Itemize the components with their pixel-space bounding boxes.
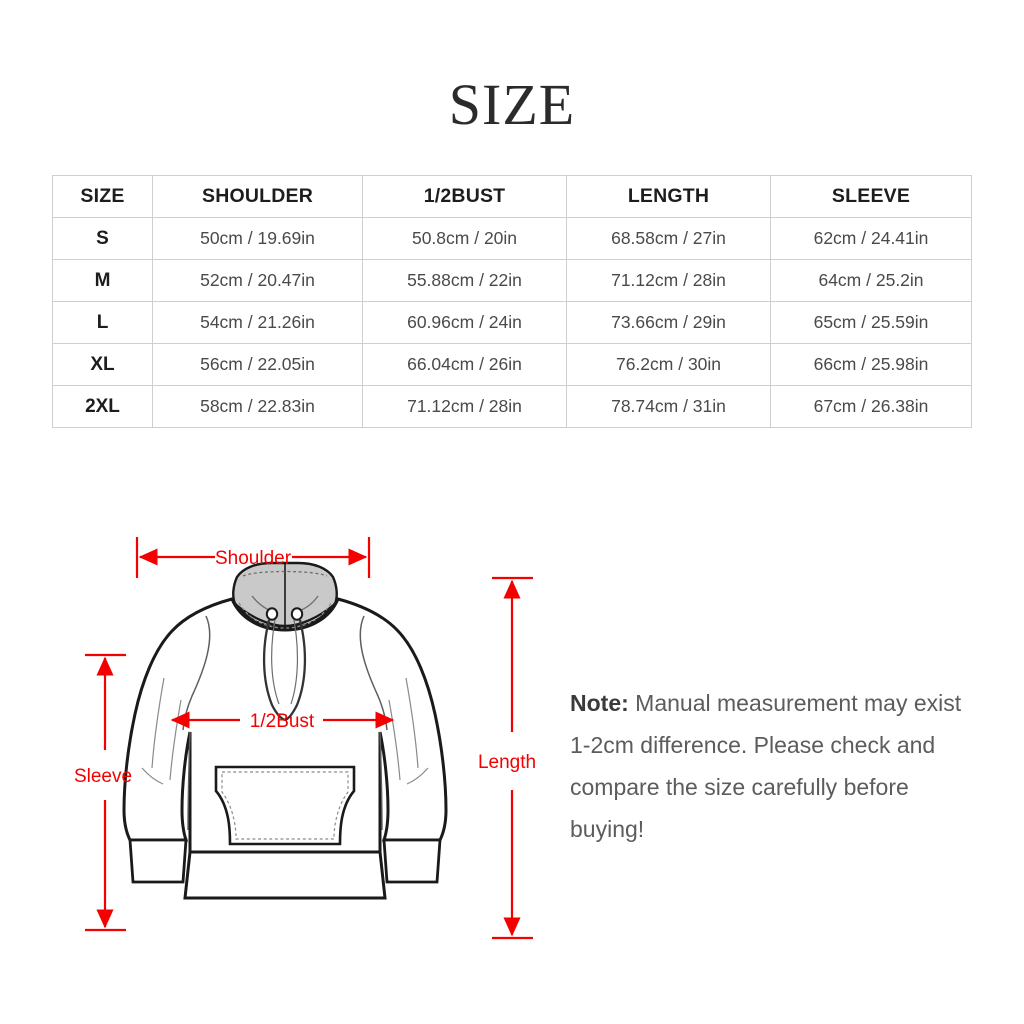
measure-length: Length bbox=[478, 576, 536, 940]
sleeve-fold-right-3 bbox=[406, 767, 429, 785]
cell-length: 71.12cm / 28in bbox=[566, 259, 771, 302]
sleeve-fold-left-2 bbox=[169, 699, 182, 781]
sleeve-fold-left-1 bbox=[151, 677, 165, 769]
size-chart-table: SIZE SHOULDER 1/2BUST LENGTH SLEEVE S 50… bbox=[52, 175, 972, 428]
table-row: XL 56cm / 22.05in 66.04cm / 26in 76.2cm … bbox=[52, 343, 972, 386]
shoulder-label: Shoulder bbox=[215, 548, 292, 569]
cell-bust: 66.04cm / 26in bbox=[362, 343, 567, 386]
column-header-length: LENGTH bbox=[566, 175, 771, 218]
column-header-bust: 1/2BUST bbox=[362, 175, 567, 218]
drawstring-left-inner bbox=[271, 619, 280, 705]
note-block: Note: Manual measurement may exist 1-2cm… bbox=[570, 682, 970, 850]
cell-shoulder: 56cm / 22.05in bbox=[152, 343, 363, 386]
cell-sleeve: 66cm / 25.98in bbox=[770, 343, 972, 386]
cell-size: M bbox=[52, 259, 153, 302]
note-text: Manual measurement may exist 1-2cm diffe… bbox=[570, 690, 962, 842]
measure-half-bust: 1/2Bust bbox=[170, 711, 395, 732]
sleeve-fold-right-1 bbox=[405, 677, 419, 769]
page-title: SIZE bbox=[448, 72, 576, 137]
eyelet-right bbox=[290, 607, 304, 621]
cell-bust: 55.88cm / 22in bbox=[362, 259, 567, 302]
length-label: Length bbox=[478, 752, 536, 773]
drawstring-right bbox=[284, 619, 307, 722]
collar bbox=[230, 598, 340, 630]
cell-length: 78.74cm / 31in bbox=[566, 385, 771, 428]
cell-sleeve: 67cm / 26.38in bbox=[770, 385, 972, 428]
measure-sleeve: Sleeve bbox=[74, 653, 132, 932]
cell-shoulder: 52cm / 20.47in bbox=[152, 259, 363, 302]
drawstring-left bbox=[262, 619, 286, 722]
cell-bust: 71.12cm / 28in bbox=[362, 385, 567, 428]
hoodie-illustration bbox=[122, 561, 448, 900]
cell-sleeve: 65cm / 25.59in bbox=[770, 301, 972, 344]
table-row: L 54cm / 21.26in 60.96cm / 24in 73.66cm … bbox=[52, 301, 972, 344]
eyelet-left bbox=[265, 607, 279, 621]
kangaroo-pocket-stitch bbox=[221, 771, 349, 840]
cuff-right bbox=[382, 838, 442, 884]
side-seam-right bbox=[379, 731, 383, 831]
cuff-left bbox=[128, 838, 188, 884]
cell-bust: 60.96cm / 24in bbox=[362, 301, 567, 344]
drawstring-right-inner bbox=[290, 619, 299, 705]
cell-shoulder: 54cm / 21.26in bbox=[152, 301, 363, 344]
cell-size: 2XL bbox=[52, 385, 153, 428]
cell-length: 76.2cm / 30in bbox=[566, 343, 771, 386]
cell-length: 73.66cm / 29in bbox=[566, 301, 771, 344]
cell-size: XL bbox=[52, 343, 153, 386]
sleeve-fold-right-2 bbox=[388, 699, 401, 781]
table-row: 2XL 58cm / 22.83in 71.12cm / 28in 78.74c… bbox=[52, 385, 972, 428]
measurement-diagram: Shoulder 1/2Bust Length Sleeve bbox=[0, 500, 580, 970]
column-header-size: SIZE bbox=[52, 175, 153, 218]
sleeve-label: Sleeve bbox=[74, 766, 132, 787]
table-row: M 52cm / 20.47in 55.88cm / 22in 71.12cm … bbox=[52, 259, 972, 302]
cell-shoulder: 58cm / 22.83in bbox=[152, 385, 363, 428]
column-header-shoulder: SHOULDER bbox=[152, 175, 363, 218]
hem-band bbox=[183, 850, 387, 900]
cell-bust: 50.8cm / 20in bbox=[362, 217, 567, 260]
cell-shoulder: 50cm / 19.69in bbox=[152, 217, 363, 260]
side-seam-left bbox=[187, 731, 191, 831]
cell-length: 68.58cm / 27in bbox=[566, 217, 771, 260]
hood-top-stitch bbox=[242, 570, 328, 577]
sleeve-fold-left-3 bbox=[141, 767, 164, 785]
cell-sleeve: 64cm / 25.2in bbox=[770, 259, 972, 302]
kangaroo-pocket bbox=[214, 765, 356, 846]
measure-shoulder: Shoulder bbox=[135, 537, 371, 578]
table-row: S 50cm / 19.69in 50.8cm / 20in 68.58cm /… bbox=[52, 217, 972, 260]
cell-sleeve: 62cm / 24.41in bbox=[770, 217, 972, 260]
note-label: Note: bbox=[570, 690, 629, 716]
bust-label: 1/2Bust bbox=[250, 711, 315, 732]
cell-size: L bbox=[52, 301, 153, 344]
column-header-sleeve: SLEEVE bbox=[770, 175, 972, 218]
cell-size: S bbox=[52, 217, 153, 260]
table-header-row: SIZE SHOULDER 1/2BUST LENGTH SLEEVE bbox=[52, 175, 972, 218]
